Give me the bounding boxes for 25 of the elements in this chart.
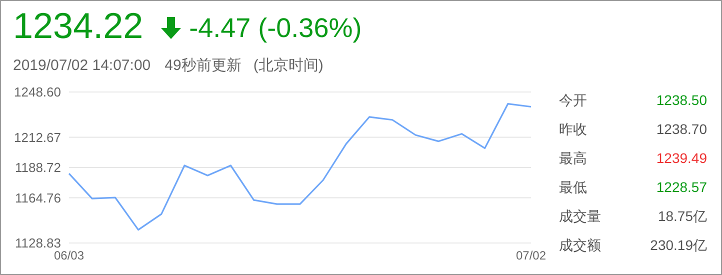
y-tick-label: 1212.67 (14, 130, 61, 145)
text: 1228.57 (656, 179, 707, 197)
y-tick-label: 1188.72 (14, 160, 61, 176)
x-tick-label: 07/02 (516, 248, 546, 263)
y-tick-label: 1128.83 (14, 236, 61, 251)
text: 1238.50 (656, 92, 707, 110)
text: 230.19亿 (650, 237, 707, 255)
line-series (68, 103, 532, 231)
text: 最低 (559, 179, 587, 197)
text: 最高 (559, 150, 587, 168)
text: 今开 (559, 92, 587, 110)
text: (北京时间) (253, 57, 324, 74)
text: 成交量 (559, 208, 601, 226)
chart-subtitle: -4.47 (-0.36%) (189, 12, 362, 44)
y-tick-label: 1248.60 (14, 84, 61, 100)
y-tick-label: 1164.76 (14, 190, 61, 206)
x-tick-label: 06/03 (54, 248, 84, 263)
text: 18.75亿 (658, 208, 707, 226)
text: 2019/07/02 14:07:00 (13, 57, 151, 74)
text: 49秒前更新 (164, 57, 242, 74)
text: 1239.49 (656, 150, 707, 168)
text: 1238.70 (656, 121, 707, 139)
chart-title: 1234.22 (13, 5, 144, 47)
text: 成交额 (559, 237, 601, 255)
text: 昨收 (559, 121, 587, 139)
